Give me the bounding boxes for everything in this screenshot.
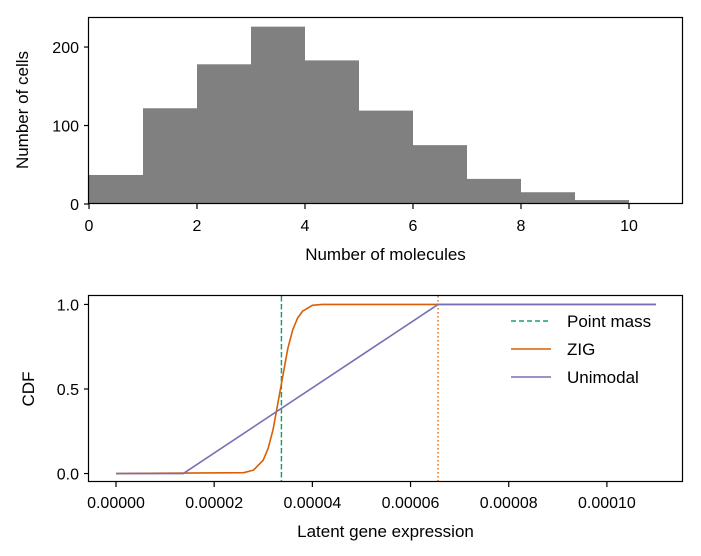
histogram-y-axis-label: Number of cells — [13, 51, 32, 169]
histogram-bar — [305, 60, 359, 204]
histogram-y-tick-label: 100 — [52, 119, 79, 136]
histogram-axes-frame — [87, 16, 684, 205]
histogram-bar — [251, 26, 305, 205]
histogram-bar — [89, 174, 143, 204]
cdf-y-ticks: 0.0 0.5 1.0 — [57, 297, 89, 484]
histogram-panel: 0 2 4 6 8 10 0 100 200 Number of molecules Numb… — [13, 16, 684, 264]
histogram-bar — [359, 110, 413, 204]
histogram-bar — [413, 145, 467, 204]
legend-label-zig: ZIG — [567, 340, 595, 359]
histogram-x-tick-label: 6 — [409, 218, 418, 235]
cdf-x-ticks: 0.00000 0.00002 0.00004 0.00006 0.00008 0.000… — [87, 482, 636, 512]
cdf-x-tick-label: 0.00006 — [382, 495, 440, 512]
histogram-bar — [197, 64, 251, 204]
histogram-bars — [89, 26, 629, 205]
legend-label-unimodal: Unimodal — [567, 368, 639, 387]
cdf-x-tick-label: 0.00008 — [480, 495, 538, 512]
histogram-y-ticks: 0 100 200 — [52, 40, 89, 214]
histogram-x-tick-label: 2 — [193, 218, 202, 235]
cdf-lines — [115, 296, 656, 482]
legend-label-point-mass: Point mass — [567, 312, 651, 331]
cdf-legend: Point mass ZIG Unimodal — [511, 312, 651, 387]
cdf-x-tick-label: 0.00010 — [578, 495, 636, 512]
cdf-x-tick-label: 0.00004 — [283, 495, 341, 512]
histogram-bar — [575, 200, 629, 204]
histogram-bar — [521, 192, 575, 204]
cdf-x-axis-label: Latent gene expression — [297, 522, 474, 541]
cdf-y-tick-label: 1.0 — [57, 297, 79, 314]
cdf-y-tick-label: 0.0 — [57, 467, 79, 484]
cdf-x-tick-label: 0.00002 — [185, 495, 243, 512]
series-zig-line — [115, 303, 656, 475]
cdf-x-tick-label: 0.00000 — [87, 495, 145, 512]
histogram-x-axis-label: Number of molecules — [305, 245, 466, 264]
series-unimodal-line — [116, 303, 656, 475]
cdf-y-axis-label: CDF — [19, 372, 38, 407]
histogram-x-ticks: 0 2 4 6 8 10 — [85, 204, 638, 235]
histogram-x-tick-label: 4 — [301, 218, 310, 235]
histogram-x-tick-label: 10 — [620, 218, 638, 235]
histogram-bar — [467, 178, 521, 204]
histogram-y-tick-label: 200 — [52, 40, 79, 57]
histogram-y-tick-label: 0 — [70, 197, 79, 214]
histogram-x-tick-label: 8 — [517, 218, 526, 235]
cdf-y-tick-label: 0.5 — [57, 382, 79, 399]
cdf-panel: 0.00000 0.00002 0.00004 0.00006 0.00008 0.000… — [19, 294, 684, 541]
histogram-x-tick-label: 0 — [85, 218, 94, 235]
histogram-bar — [143, 108, 197, 204]
